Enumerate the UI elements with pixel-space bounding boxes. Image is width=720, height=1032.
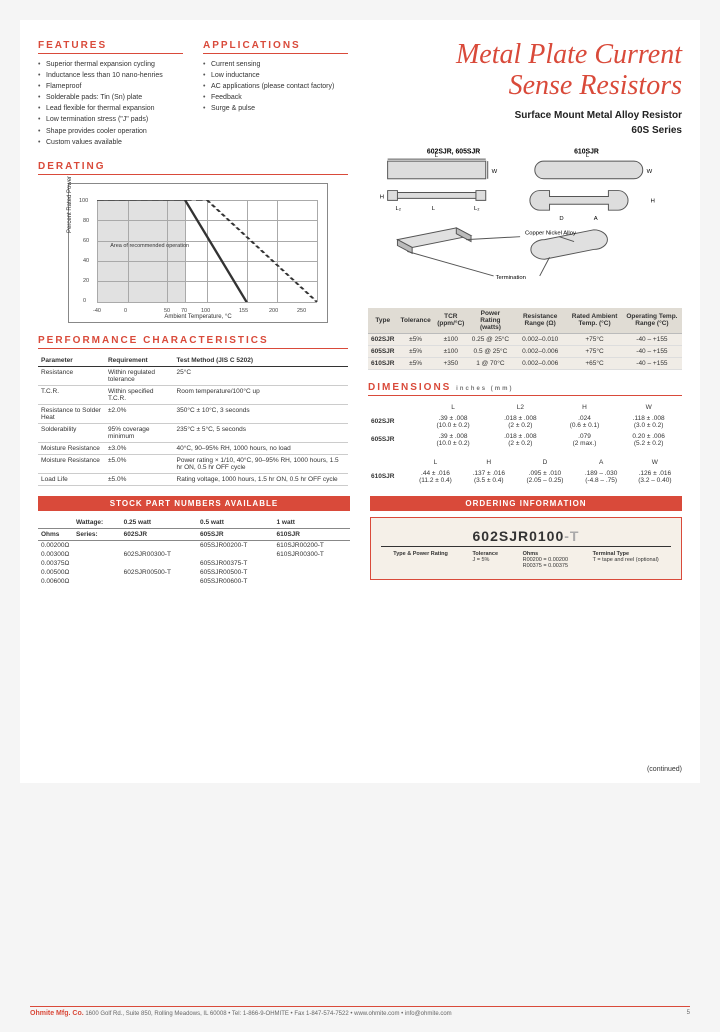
performance-table: ParameterRequirementTest Method (JIS C 5…: [38, 355, 348, 486]
derating-chart: Percent Rated Power Ambient Temperature,…: [68, 183, 328, 323]
features-heading: FEATURES: [38, 40, 183, 54]
list-item: Flameproof: [38, 82, 183, 91]
list-item: Surge & pulse: [203, 104, 348, 113]
features-block: FEATURES Superior thermal expansion cycl…: [38, 40, 183, 149]
page-title: Metal Plate Current Sense Resistors: [368, 40, 682, 102]
applications-block: APPLICATIONS Current sensing Low inductan…: [203, 40, 348, 149]
list-item: Low termination stress ("J" pads): [38, 115, 183, 124]
applications-heading: APPLICATIONS: [203, 40, 348, 54]
svg-text:L₂: L₂: [474, 206, 480, 212]
svg-text:D: D: [559, 216, 563, 222]
list-item: Superior thermal expansion cycling: [38, 60, 183, 69]
perf-heading: PERFORMANCE CHARACTERISTICS: [38, 335, 348, 349]
footer-pagenum: 5: [687, 1010, 690, 1016]
svg-text:A: A: [594, 216, 598, 222]
diagram-copper-label: Copper Nickel Alloy: [525, 230, 576, 236]
list-item: AC applications (please contact factory): [203, 82, 348, 91]
derating-heading: DERATING: [38, 161, 348, 175]
dimensions-table-2: LHDAW610SJR.44 ± .016 (11.2 ± 0.4).137 ±…: [368, 457, 682, 486]
list-item: Lead flexible for thermal expansion: [38, 104, 183, 113]
ordering-legend: Type & Power RatingToleranceJ = 5%OhmsR0…: [381, 551, 671, 569]
dimensions-heading: DIMENSIONS inches (mm): [368, 382, 682, 396]
dimensions-table-1: LL2HW602SJR.39 ± .008 (10.0 ± 0.2).018 ±…: [368, 402, 682, 449]
features-list: Superior thermal expansion cycling Induct…: [38, 60, 183, 147]
ordering-banner: ORDERING INFORMATION: [370, 496, 682, 511]
chart-ylabel: Percent Rated Power: [67, 176, 73, 233]
subtitle-series: 60S Series: [368, 125, 682, 136]
svg-text:H: H: [651, 198, 655, 204]
svg-text:W: W: [647, 168, 653, 174]
list-item: Current sensing: [203, 60, 348, 69]
chart-xlabel: Ambient Temperature, °C: [164, 314, 231, 320]
svg-text:H: H: [380, 194, 384, 200]
list-item: Low inductance: [203, 71, 348, 80]
svg-text:W: W: [492, 168, 498, 174]
svg-text:L: L: [432, 206, 436, 212]
subtitle-product: Surface Mount Metal Alloy Resistor: [368, 110, 682, 121]
svg-text:L₂: L₂: [395, 206, 401, 212]
list-item: Feedback: [203, 93, 348, 102]
footer-company: Ohmite Mfg. Co.: [30, 1010, 84, 1017]
ordering-block: ORDERING INFORMATION 602SJR0100-T Type &…: [370, 496, 682, 586]
applications-list: Current sensing Low inductance AC applicat…: [203, 60, 348, 113]
stock-banner: STOCK PART NUMBERS AVAILABLE: [38, 496, 350, 511]
list-item: Shape provides cooler operation: [38, 127, 183, 136]
diagram-term-label: Termination: [496, 274, 526, 280]
ordering-code: 602SJR0100-T: [381, 528, 671, 547]
stock-table: Wattage:0.25 watt0.5 watt1 wattOhmsSerie…: [38, 517, 350, 586]
package-diagram: 602SJR, 605SJR 610SJR L W H L₂LL₂ LW H D…: [368, 140, 682, 300]
datasheet-page: FEATURES Superior thermal expansion cycl…: [20, 20, 700, 783]
specs-table: TypeToleranceTCR (ppm/°C)Power Rating (w…: [368, 308, 682, 370]
continued-label: (continued): [38, 766, 682, 773]
stock-block: STOCK PART NUMBERS AVAILABLE Wattage:0.2…: [38, 496, 350, 586]
chart-area-label: Area of recommended operation: [110, 243, 189, 249]
list-item: Inductance less than 10 nano-henries: [38, 71, 183, 80]
list-item: Custom values available: [38, 138, 183, 147]
list-item: Solderable pads: Tin (Sn) plate: [38, 93, 183, 102]
